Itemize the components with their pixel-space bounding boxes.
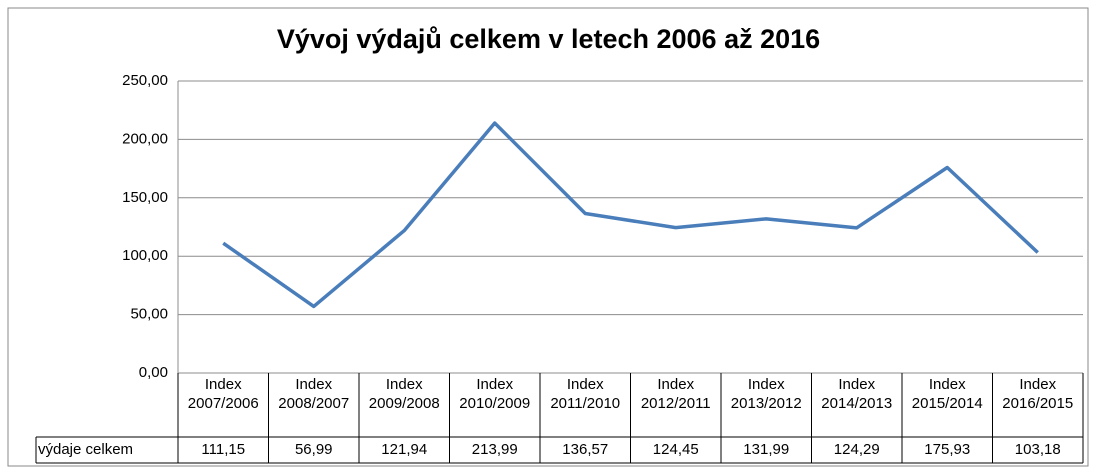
series-name: výdaje celkem — [38, 441, 134, 458]
x-tick-label: Index 2014/2013 — [821, 376, 893, 412]
x-tick-label: Index 2012/2011 — [640, 376, 711, 412]
data-label: 124,29 — [833, 441, 880, 458]
data-label: 121,94 — [381, 441, 428, 458]
x-tick-label: Index 2011/2010 — [550, 376, 621, 412]
y-tick-label: 200,00 — [122, 130, 168, 147]
data-label: 175,93 — [924, 441, 971, 458]
data-label: 136,57 — [562, 441, 609, 458]
data-label: 56,99 — [294, 441, 333, 458]
data-label: 124,45 — [652, 441, 699, 458]
data-label: 131,99 — [743, 441, 790, 458]
y-tick-label: 0,00 — [139, 364, 168, 381]
x-tick-label: Index 2010/2009 — [459, 376, 531, 412]
x-tick-label: Index 2015/2014 — [911, 376, 983, 412]
series-line — [222, 121, 1039, 309]
y-tick-label: 50,00 — [130, 306, 168, 323]
chart-title: Vývoj výdajů celkem v letech 2006 až 201… — [276, 24, 821, 54]
x-tick-label: Index 2016/2015 — [1002, 376, 1074, 412]
x-tick-label: Index 2008/2007 — [278, 376, 350, 412]
chart-border — [7, 7, 1089, 467]
data-label: 213,99 — [471, 441, 518, 458]
x-tick-label: Index 2009/2008 — [368, 376, 440, 412]
x-tick-label: Index 2007/2006 — [187, 376, 259, 412]
x-tick-label: Index 2013/2012 — [730, 376, 802, 412]
data-label: 111,15 — [201, 441, 246, 458]
y-tick-label: 150,00 — [122, 189, 168, 206]
y-tick-label: 250,00 — [122, 72, 168, 89]
y-tick-label: 100,00 — [122, 247, 168, 264]
data-label: 103,18 — [1014, 441, 1061, 458]
